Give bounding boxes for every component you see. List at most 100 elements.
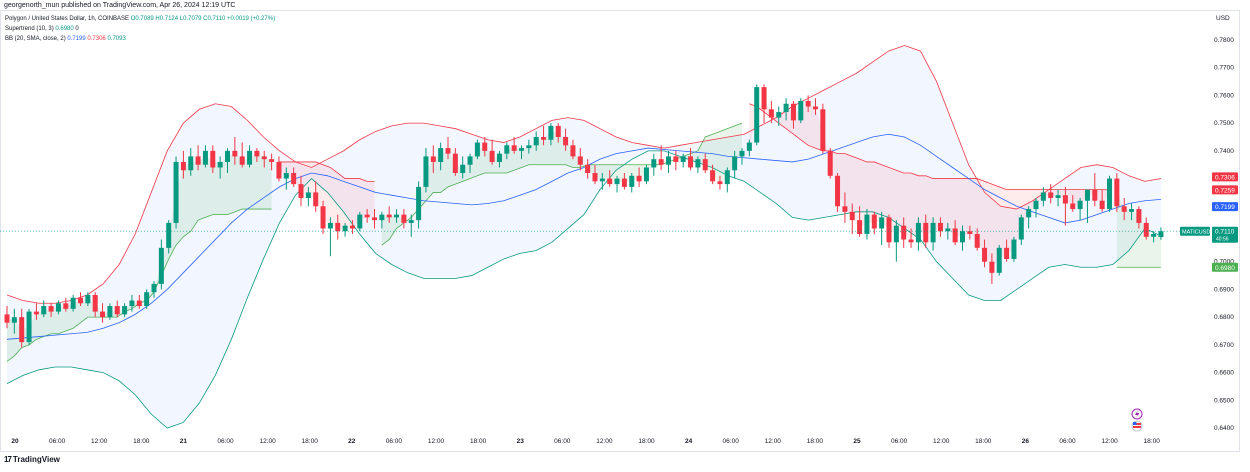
- candle-body: [805, 100, 811, 107]
- candle-body: [254, 150, 260, 157]
- price-tick-label: 0.7600: [1214, 92, 1234, 99]
- tradingview-logo[interactable]: 17 TradingView: [4, 455, 60, 464]
- candle-body: [636, 175, 642, 182]
- candle-body: [1077, 200, 1083, 210]
- time-tick-label: 12:00: [596, 438, 613, 445]
- price-tick-label: 0.6700: [1214, 342, 1234, 349]
- price-tick-label: 0.7500: [1214, 120, 1234, 127]
- candle-body: [673, 156, 679, 162]
- price-marker-badge: [1212, 202, 1238, 212]
- price-marker-badge: [1212, 262, 1238, 272]
- candle-body: [915, 222, 921, 243]
- time-tick-label: 12:00: [259, 438, 276, 445]
- time-tick-label: 20: [11, 438, 19, 445]
- time-tick-label: 12:00: [933, 438, 950, 445]
- candle-body: [768, 109, 774, 118]
- candle-body: [541, 137, 547, 140]
- indicator-layer: [6, 45, 1162, 429]
- candle-body: [879, 217, 885, 229]
- candle-body: [790, 103, 796, 121]
- candle-body: [55, 303, 61, 312]
- candle-body: [496, 153, 502, 162]
- candle-body: [438, 148, 444, 162]
- time-tick-label: 06:00: [49, 438, 66, 445]
- last-price-symbol: MATICUSD: [1182, 230, 1210, 236]
- time-tick-label: 12:00: [428, 438, 445, 445]
- candle-body: [129, 300, 135, 307]
- time-tick-label: 06:00: [554, 438, 571, 445]
- candle-body: [1114, 178, 1120, 207]
- legend-bb-upper: 0.7306: [87, 36, 106, 42]
- candle-body: [577, 156, 583, 165]
- legend-supertrend-line[interactable]: Supertrend (10, 3) 0.6980 0: [5, 24, 275, 34]
- candle-body: [952, 228, 958, 243]
- price-marker-label: 0.6980: [1215, 265, 1235, 272]
- time-tick-label: 18:00: [133, 438, 150, 445]
- last-price-value: 0.7110: [1215, 229, 1235, 236]
- candle-body: [452, 153, 458, 174]
- time-tick-label: 22: [348, 438, 356, 445]
- candle-body: [430, 156, 436, 162]
- candle-body: [820, 109, 826, 151]
- candle-body: [386, 214, 392, 218]
- candle-body: [871, 214, 877, 229]
- candle-body: [1055, 195, 1061, 198]
- legend-symbol[interactable]: Polygon / United States Dollar, 1h, COIN…: [5, 16, 130, 22]
- candle-body: [166, 222, 172, 248]
- candle-body: [629, 175, 635, 187]
- candle-body: [372, 217, 377, 221]
- candle-body: [960, 231, 965, 243]
- candle-body: [849, 211, 855, 221]
- candle-body: [1143, 222, 1149, 237]
- candle-body: [695, 159, 701, 168]
- candle-body: [63, 303, 69, 309]
- candle-body: [85, 294, 91, 304]
- candle-body: [1040, 192, 1046, 201]
- candle-body: [776, 112, 782, 118]
- candle-body: [239, 156, 245, 165]
- candle-body: [901, 225, 907, 240]
- candle-body: [1121, 206, 1127, 212]
- candle-body: [835, 175, 841, 207]
- candle-body: [78, 297, 83, 304]
- candle-body: [158, 247, 164, 284]
- bb-upper-line: [6, 45, 1162, 304]
- price-marker-label: 0.7306: [1215, 174, 1235, 181]
- us-flag-stripe: [1133, 423, 1141, 425]
- candle-body: [996, 247, 1002, 273]
- legend-supertrend-value: 0.6980: [55, 26, 74, 32]
- candle-body: [643, 167, 649, 182]
- candle-body: [144, 292, 150, 307]
- legend-bb-line[interactable]: BB (20, SMA, close, 2) 0.7199 0.7306 0.7…: [5, 34, 275, 44]
- time-tick-label: 18:00: [975, 438, 992, 445]
- candle-body: [114, 306, 120, 315]
- candle-body: [225, 150, 230, 162]
- candle-body: [519, 148, 524, 151]
- candle-body: [11, 317, 17, 323]
- candle-body: [908, 239, 914, 243]
- time-tick-label: 23: [517, 438, 525, 445]
- legend-ohlc: O0.7089 H0.7124 L0.7079 C0.7110 +0.0019 …: [130, 16, 276, 22]
- price-tick-label: 0.6900: [1214, 286, 1234, 293]
- tradingview-logo-icon: 17: [4, 455, 12, 464]
- candle-body: [151, 283, 157, 293]
- candle-body: [1084, 189, 1090, 201]
- publisher-line: georgenorth_mun published on TradingView…: [4, 2, 236, 9]
- time-tick-label: 25: [853, 438, 861, 445]
- time-tick-label: 12:00: [91, 438, 108, 445]
- candle-body: [173, 161, 179, 223]
- time-tick-label: 06:00: [723, 438, 740, 445]
- price-tick-label: 0.7700: [1214, 65, 1234, 72]
- bb-basis-line: [6, 133, 1161, 340]
- time-tick-label: 18:00: [470, 438, 487, 445]
- candle-body: [1070, 203, 1076, 210]
- candle-body: [122, 306, 128, 315]
- price-marker-badge: [1212, 185, 1238, 195]
- candle-body: [136, 300, 142, 307]
- candle-layer: [4, 84, 1164, 348]
- candle-body: [1107, 178, 1112, 210]
- candle-body: [570, 145, 576, 157]
- candle-body: [357, 214, 363, 229]
- time-tick-label: 18:00: [807, 438, 824, 445]
